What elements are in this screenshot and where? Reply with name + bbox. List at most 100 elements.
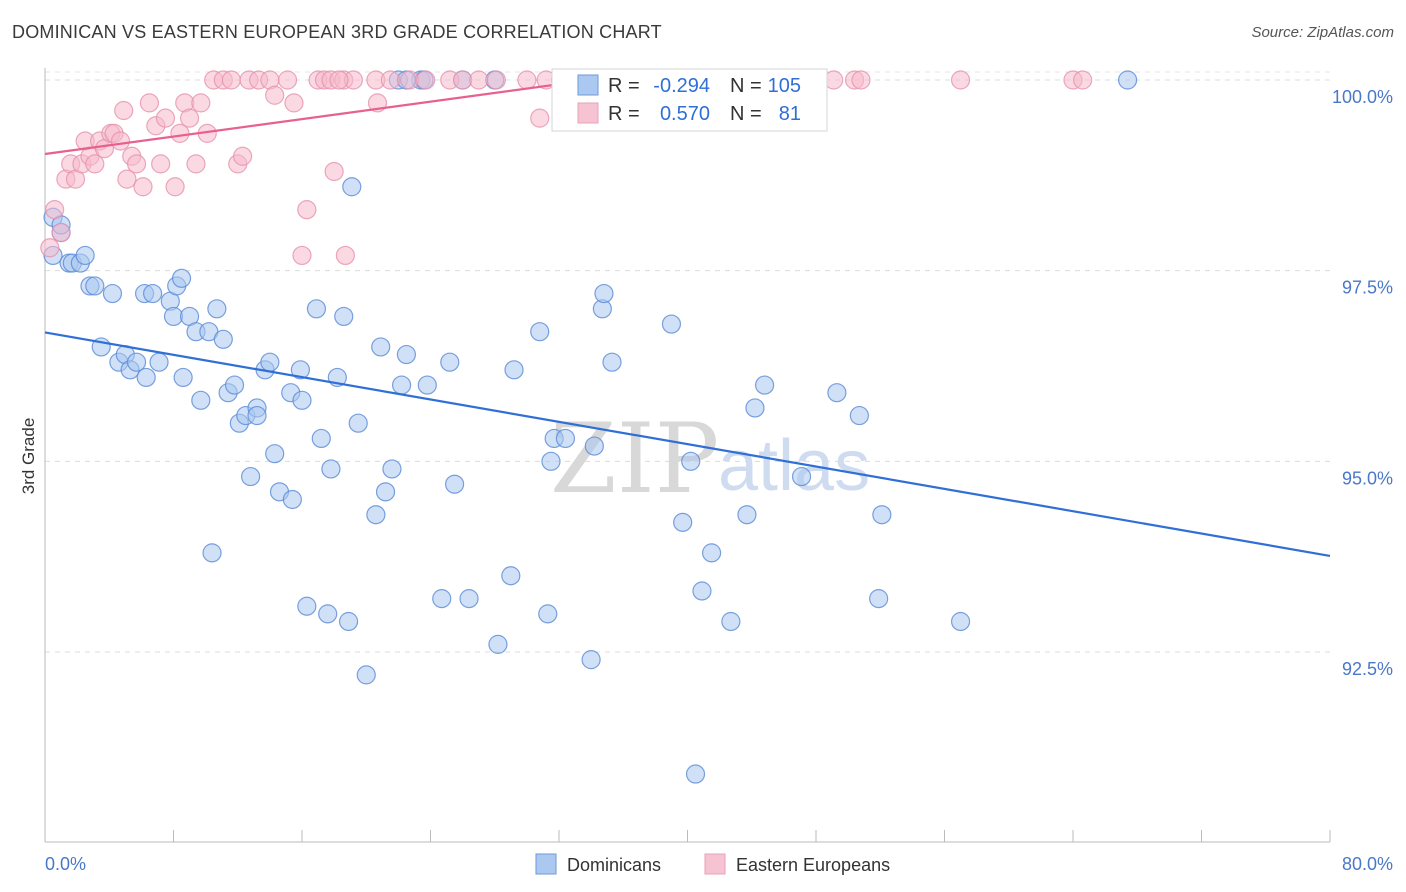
dominicans-point <box>247 405 267 426</box>
dominicans-point <box>791 466 812 487</box>
dominicans-point <box>869 589 889 609</box>
dominicans-point <box>371 337 391 357</box>
dominicans-point <box>202 543 222 563</box>
dominicans-point <box>440 352 460 372</box>
y-tick-label: 97.5% <box>1342 278 1393 298</box>
dominicans-point <box>745 398 765 418</box>
eastern-europeans-point <box>186 154 206 174</box>
dominicans-point <box>282 489 302 510</box>
eastern-europeans-point <box>284 93 304 113</box>
watermark-atlas: atlas <box>718 426 870 506</box>
eastern-europeans-point <box>117 169 137 189</box>
dominicans-point <box>555 428 576 449</box>
legend-label-eastern-europeans: Eastern Europeans <box>736 855 890 875</box>
y-axis-label: 3rd Grade <box>19 418 38 495</box>
eastern-europeans-point <box>1073 70 1093 90</box>
dominicans-point <box>872 505 892 525</box>
eastern-europeans-point <box>851 70 871 90</box>
eastern-europeans-point <box>191 93 211 113</box>
dominicans-point <box>126 352 147 372</box>
x-tick-labels: 0.0% 80.0% <box>45 854 1393 874</box>
legend-swatch-dominicans <box>535 853 557 875</box>
dominicans-point <box>1118 70 1138 90</box>
dominicans-point <box>241 466 261 487</box>
dominicans-point <box>348 413 368 433</box>
eastern-europeans-point <box>517 70 537 90</box>
dominicans-point <box>213 329 233 349</box>
dominicans-point <box>297 596 317 616</box>
axes <box>44 68 1331 843</box>
dominicans-point <box>827 383 847 403</box>
dominicans-point <box>661 314 682 334</box>
dominicans-point <box>721 611 741 632</box>
dominicans-point <box>163 306 184 327</box>
y-tick-labels: 92.5% 95.0% 97.5% 100.0% <box>1332 87 1393 679</box>
stats-box: R = -0.294 N = 105 R = 0.570 N = 81 <box>551 68 828 132</box>
dominicans-point <box>102 283 123 304</box>
dominicans-point <box>594 283 614 304</box>
dominicans-point <box>171 268 192 288</box>
legend: Dominicans Eastern Europeans <box>535 853 890 875</box>
dominicans-point <box>375 482 396 502</box>
dominicans-point <box>207 299 227 319</box>
eastern-europeans-point <box>155 108 176 128</box>
chart-title: DOMINICAN VS EASTERN EUROPEAN 3RD GRADE … <box>12 22 662 42</box>
dominicans-point <box>432 589 452 609</box>
dominicans-point <box>701 543 722 563</box>
dominicans-point <box>538 604 558 624</box>
y-tick-label: 95.0% <box>1342 468 1393 488</box>
eastern-europeans-point <box>126 154 147 174</box>
dominicans-point <box>85 276 105 296</box>
stats-swatch-blue <box>577 74 599 96</box>
y-tick-label: 92.5% <box>1342 659 1393 679</box>
dominicans-point <box>318 604 338 624</box>
eastern-europeans-point <box>292 245 312 266</box>
stats-n-value-1: 105 <box>768 75 801 97</box>
eastern-europeans-point <box>114 100 134 121</box>
y-tick-label: 100.0% <box>1332 87 1393 107</box>
eastern-europeans-point <box>277 70 298 90</box>
stats-n-value-2: 81 <box>779 103 801 125</box>
dominicans-point <box>391 375 412 395</box>
dominicans-point <box>444 474 465 494</box>
dominicans-point <box>191 390 211 410</box>
eastern-europeans-points <box>40 70 1093 266</box>
dominicans-point <box>224 375 245 395</box>
dominicans-point <box>501 566 521 586</box>
dominicans-point <box>754 375 775 395</box>
eastern-europeans-point <box>40 238 60 258</box>
dominicans-point <box>602 352 622 372</box>
stats-r-label-2: R = <box>608 103 640 125</box>
dominicans-point <box>342 177 362 197</box>
eastern-europeans-point <box>324 161 344 182</box>
eastern-europeans-point <box>45 200 65 220</box>
x-tick-label: 80.0% <box>1342 854 1393 874</box>
eastern-europeans-point <box>179 108 200 128</box>
stats-swatch-pink <box>577 102 599 124</box>
eastern-europeans-point <box>416 70 436 90</box>
dominicans-point <box>356 665 376 685</box>
eastern-europeans-point <box>329 70 349 90</box>
dominicans-point <box>75 245 95 266</box>
eastern-europeans-point <box>110 131 131 151</box>
eastern-europeans-point <box>950 70 971 90</box>
dominicans-point <box>849 405 869 426</box>
eastern-europeans-point <box>400 70 420 90</box>
dominicans-point <box>143 283 163 304</box>
x-tick-label: 0.0% <box>45 854 86 874</box>
dominicans-point <box>685 764 706 784</box>
dominicans-point <box>136 367 156 388</box>
eastern-europeans-point <box>335 245 355 266</box>
eastern-europeans-point <box>297 200 317 220</box>
dominicans-point <box>692 581 712 601</box>
eastern-europeans-point <box>380 70 400 90</box>
dominicans-point <box>173 367 193 388</box>
dominicans-point <box>338 611 359 632</box>
dominicans-point <box>530 322 550 342</box>
dominicans-point <box>290 360 310 380</box>
dominicans-point <box>681 451 701 471</box>
stats-r-label-1: R = <box>608 75 640 97</box>
stats-n-label-2: N = <box>730 103 762 125</box>
eastern-europeans-point <box>469 70 489 90</box>
